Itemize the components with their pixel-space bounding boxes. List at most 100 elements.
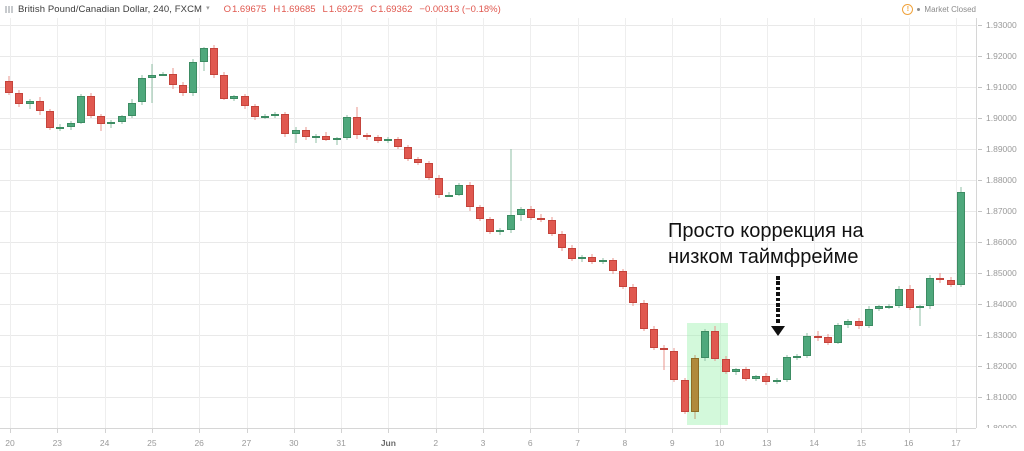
candle-body — [793, 356, 802, 359]
candle-body — [956, 192, 965, 285]
arrow-dot — [776, 313, 780, 318]
candle-body — [291, 129, 300, 135]
candle — [35, 18, 44, 428]
candlestick-series — [0, 18, 976, 428]
time-tick-label: 2 — [433, 438, 439, 448]
candle-body — [271, 114, 280, 117]
ohlc-value: 1.69362 — [378, 3, 413, 15]
symbol-title[interactable]: British Pound/Canadian Dollar, 240, FXCM — [18, 3, 203, 15]
candle — [465, 18, 474, 428]
candle-body — [445, 194, 454, 197]
gridline-vertical — [57, 18, 59, 428]
gridline-vertical — [388, 18, 390, 428]
candle-body — [486, 218, 495, 233]
time-tick-mark — [956, 429, 957, 433]
candle — [291, 18, 300, 428]
candle — [619, 18, 628, 428]
time-tick-mark — [814, 429, 816, 433]
gridline-vertical — [435, 18, 437, 428]
arrow-dot — [776, 292, 780, 296]
chart-plot-area[interactable]: Просто коррекция на низком таймфрейме » — [0, 18, 976, 428]
gridline-vertical — [104, 18, 106, 428]
candle — [823, 18, 832, 428]
warning-circle-icon: ! — [902, 3, 914, 15]
candle-body — [537, 217, 546, 220]
annotation-line-1: Просто коррекция на — [668, 220, 864, 242]
candle-body — [138, 78, 147, 103]
candle-body — [394, 139, 402, 148]
candle-body — [629, 286, 638, 304]
candle — [332, 18, 341, 428]
candle-body — [731, 369, 740, 372]
candle-body — [946, 279, 955, 285]
candle — [25, 18, 34, 428]
chart-grid — [0, 18, 976, 428]
gridline-vertical — [719, 18, 721, 428]
candle-body — [220, 74, 229, 99]
market-status[interactable]: ! Market Closed — [902, 0, 976, 18]
candle — [15, 18, 24, 428]
candle-wick — [151, 63, 153, 103]
candle — [97, 18, 106, 428]
candle-body — [127, 102, 136, 117]
candle — [608, 18, 617, 428]
candle-body — [414, 158, 423, 163]
candle-wick — [162, 71, 164, 77]
candle-body — [701, 331, 710, 359]
candle — [434, 18, 443, 428]
candle-body — [506, 214, 515, 230]
candle-body — [670, 350, 679, 380]
price-tick-label: 1.81000 — [977, 391, 1024, 403]
time-tick-mark — [293, 429, 295, 433]
time-tick-mark — [10, 429, 11, 433]
candle-body — [803, 335, 812, 357]
candle-wick — [110, 119, 112, 128]
candle — [701, 18, 710, 428]
candle — [179, 18, 188, 428]
candle-body — [301, 129, 310, 138]
price-axis[interactable]: 1.93000 1.92000 1.91000 1.90000 1.89000 1.880… — [976, 18, 1024, 433]
candle — [199, 18, 208, 428]
gridline-vertical — [814, 18, 816, 428]
candle — [834, 18, 843, 428]
status-dot-icon — [917, 7, 921, 11]
annotation-text: Просто коррекция на низком таймфрейме — [668, 218, 864, 270]
candle — [578, 18, 587, 428]
candle-body — [926, 277, 935, 307]
axis-corner — [976, 428, 1024, 450]
candle — [138, 18, 147, 428]
candle-body — [424, 162, 433, 178]
candle-body — [721, 359, 730, 372]
candle — [56, 18, 65, 428]
time-tick-label: 3 — [480, 438, 486, 448]
time-tick-label: 6 — [527, 438, 533, 448]
gridline-horizontal — [0, 366, 976, 367]
candle-body — [168, 73, 177, 86]
arrow-dot — [776, 308, 780, 312]
visibility-icon[interactable] — [5, 5, 14, 14]
candle — [649, 18, 658, 428]
candle-body — [762, 375, 771, 383]
time-axis[interactable]: 20 23 24 25 26 27 30 31 Jun 2 3 6 7 8 9 10 13 14 15 16 17 — [0, 428, 1024, 451]
candle-body — [854, 321, 863, 327]
candle — [752, 18, 761, 428]
time-tick-label: 20 — [5, 438, 15, 448]
candle — [353, 18, 362, 428]
candle — [281, 18, 290, 428]
time-tick-mark — [199, 429, 201, 433]
candle-body — [434, 177, 443, 196]
candle-body — [915, 306, 924, 309]
chevron-down-icon[interactable]: ▾ — [206, 5, 210, 12]
candle — [762, 18, 771, 428]
gridline-horizontal — [0, 242, 976, 243]
time-tick-label: 24 — [99, 438, 110, 448]
candle-body — [230, 96, 239, 99]
candle — [864, 18, 873, 428]
candle — [220, 18, 229, 428]
candle-body — [496, 229, 505, 233]
candle-body — [823, 337, 832, 343]
candle-body — [895, 288, 904, 306]
candle — [250, 18, 259, 428]
chart-legend-bar: British Pound/Canadian Dollar, 240, FXCM… — [0, 0, 1024, 18]
candle — [373, 18, 382, 428]
